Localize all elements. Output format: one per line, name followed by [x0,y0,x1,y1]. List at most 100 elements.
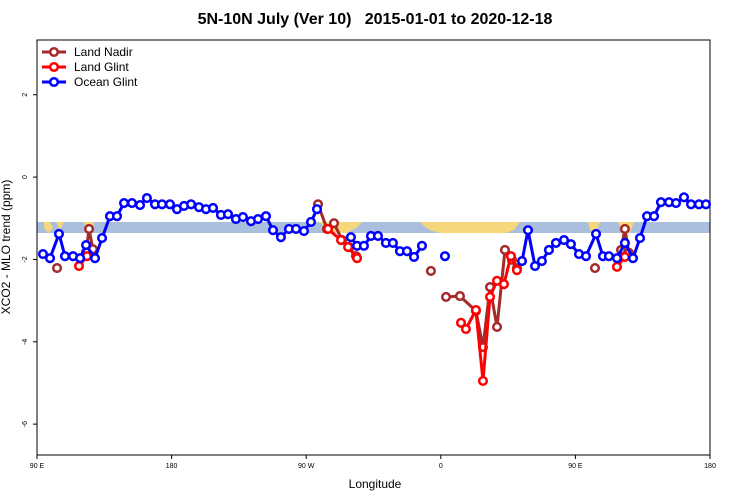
x-tick-label: 90 E [568,463,583,470]
x-tick-label: 0 [439,463,443,470]
point [550,237,562,249]
point [408,251,420,263]
point [655,197,666,208]
point [351,253,363,264]
point [290,223,302,235]
point [311,204,323,215]
point [89,253,101,264]
x-tick-label: 180 [704,463,716,470]
point [678,192,690,203]
point [237,211,248,223]
point [37,249,49,260]
point [81,239,92,251]
point [44,253,56,264]
point [685,199,697,210]
ocean-band [37,222,710,233]
point [611,261,623,272]
point [401,246,413,257]
point [619,237,630,249]
point [134,200,146,211]
point [222,209,234,220]
point [416,240,428,251]
point [156,199,168,210]
point [97,232,108,244]
point [425,265,436,277]
chart-title: 5N-10N July (Ver 10) 2015-01-01 to 2020-… [198,11,553,28]
point [328,218,340,229]
series-line [77,227,627,383]
point [455,317,467,328]
legend-marker [48,76,60,88]
legend-marker [48,61,60,73]
y-tick-label: 2 [22,93,29,97]
point [611,253,623,264]
point [454,291,465,302]
point [343,242,354,253]
point [649,211,660,222]
legend-label: Ocean Glint [74,75,138,89]
legend-label: Land Nadir [74,45,133,59]
point [491,321,503,333]
point [185,199,197,210]
point [372,230,384,242]
point [305,216,317,228]
point [516,256,528,267]
point [511,265,522,276]
point [164,199,176,210]
point [252,214,264,225]
x-tick-label: 90 W [298,463,315,470]
map-strip [37,222,710,233]
point [59,251,71,262]
point [499,244,511,256]
point [543,244,554,256]
point [700,199,712,210]
plot-frame [36,39,711,456]
point [671,197,682,209]
y-tick-label: 0 [22,175,29,179]
legend-marker [48,46,60,58]
point [83,223,95,235]
point [75,253,86,264]
point [51,263,63,274]
point [345,232,356,243]
point [439,251,451,262]
point [440,291,452,302]
point [111,211,123,222]
point [634,232,646,244]
point [141,193,152,204]
point [267,225,279,236]
y-tick-label: -4 [22,339,29,345]
point [580,251,592,262]
point [335,235,347,246]
point [627,253,639,264]
point [619,223,630,235]
point [565,239,576,250]
y-axis-label: XCO2 - MLO trend (ppm) [0,180,13,315]
y-tick-label: -6 [22,421,29,427]
point [558,235,570,246]
legend-label: Land Glint [74,60,129,74]
point [358,240,369,251]
point [322,223,334,235]
point [470,305,481,316]
point [275,232,286,243]
x-tick-label: 180 [166,463,178,470]
point [590,228,602,239]
point [536,256,547,267]
point [387,237,398,249]
point [589,263,601,274]
point [603,251,614,262]
point [484,291,496,302]
land-shape [44,222,634,233]
point [619,251,630,263]
point [298,225,310,237]
point [498,279,509,290]
point [126,197,138,209]
point [207,202,219,214]
point [522,225,534,236]
point [477,375,489,386]
point [529,260,541,272]
point [505,251,516,262]
